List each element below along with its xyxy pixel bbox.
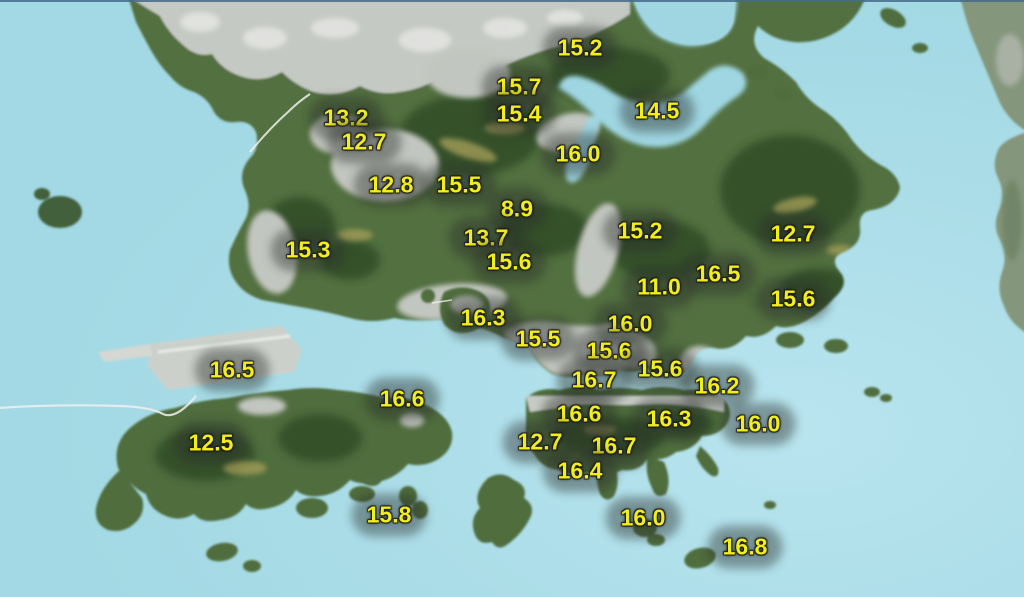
temperature-label: 16.5 [687, 259, 749, 289]
temperature-label: 8.9 [493, 194, 541, 224]
temperature-label: 14.5 [626, 96, 688, 126]
temperature-label: 13.2 [315, 103, 377, 133]
map-top-border [0, 0, 1024, 2]
temperature-label: 16.5 [201, 355, 263, 385]
temperature-label: 16.2 [686, 371, 748, 401]
temperature-label: 16.6 [371, 384, 433, 414]
temperature-label: 15.6 [478, 247, 540, 277]
temperature-label: 16.4 [549, 456, 611, 486]
lantau-island [95, 388, 453, 531]
tolo-harbour-water [558, 0, 747, 183]
temperature-label: 16.8 [714, 532, 776, 562]
temperature-label: 13.7 [455, 223, 517, 253]
temperature-label: 15.8 [358, 500, 420, 530]
temperature-label: 15.6 [762, 284, 824, 314]
temperature-label: 15.6 [629, 354, 691, 384]
temperature-label: 12.7 [509, 427, 571, 457]
temperature-label: 15.5 [507, 324, 569, 354]
temperature-label: 16.6 [548, 399, 610, 429]
temperature-label: 12.7 [762, 219, 824, 249]
temperature-label: 16.0 [612, 503, 674, 533]
temperature-label: 12.8 [360, 170, 422, 200]
temperature-label: 16.7 [583, 431, 645, 461]
temperature-label: 16.3 [638, 404, 700, 434]
temperature-label: 15.7 [488, 72, 550, 102]
temperature-label: 16.3 [452, 303, 514, 333]
temperature-label: 15.4 [488, 99, 550, 129]
east-mainland-coast [960, 0, 1024, 332]
temperature-label: 15.2 [549, 33, 611, 63]
temperature-label: 16.0 [599, 309, 661, 339]
temperature-label: 15.2 [609, 216, 671, 246]
temperature-label: 15.3 [277, 235, 339, 265]
temperature-label: 11.0 [629, 272, 689, 302]
temperature-label: 12.7 [333, 127, 395, 157]
temperature-label: 15.6 [578, 336, 640, 366]
temperature-label: 16.7 [563, 365, 625, 395]
mainland-landmass [128, 0, 900, 378]
temperature-label: 15.5 [428, 170, 490, 200]
outlying-islands [34, 8, 928, 572]
temperature-label: 12.5 [180, 428, 242, 458]
hong-kong-island [525, 387, 730, 500]
airport-island [98, 326, 302, 390]
temperature-label: 16.0 [547, 139, 609, 169]
bridge-lines [0, 93, 453, 417]
temperature-label: 16.0 [727, 409, 789, 439]
